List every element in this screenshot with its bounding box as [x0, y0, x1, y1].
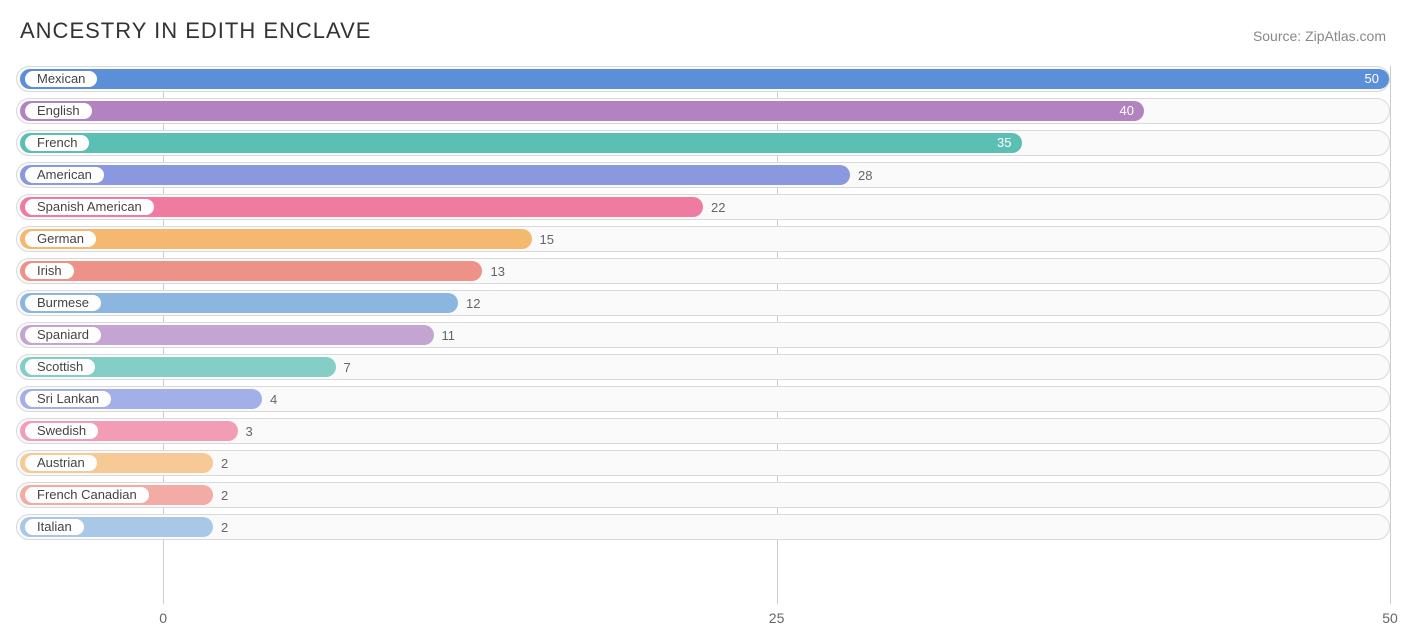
bar-row: German 15 — [16, 226, 1390, 252]
bar-fill: 40 — [20, 101, 1144, 121]
bar-track: French Canadian 2 — [16, 482, 1390, 508]
bar-value: 4 — [270, 387, 277, 413]
bar-row: Sri Lankan 4 — [16, 386, 1390, 412]
bar-value: 13 — [490, 259, 504, 285]
bar-label: Spaniard — [25, 327, 101, 343]
bar-value: 40 — [1120, 101, 1134, 121]
bar-track: 35 French — [16, 130, 1390, 156]
bar-value: 7 — [344, 355, 351, 381]
bar-value: 22 — [711, 195, 725, 221]
bar-fill — [20, 261, 482, 281]
bar-fill — [20, 165, 850, 185]
bar-label: English — [25, 103, 92, 119]
bar-value: 2 — [221, 515, 228, 541]
bar-label: Mexican — [25, 71, 97, 87]
bar-track: Italian 2 — [16, 514, 1390, 540]
bar-track: 50 Mexican — [16, 66, 1390, 92]
bar-value: 12 — [466, 291, 480, 317]
bar-fill: 50 — [20, 69, 1389, 89]
bar-row: Scottish 7 — [16, 354, 1390, 380]
bar-row: 35 French — [16, 130, 1390, 156]
bar-value: 2 — [221, 451, 228, 477]
chart-title: ANCESTRY IN EDITH ENCLAVE — [20, 18, 371, 44]
bar-value: 50 — [1365, 69, 1379, 89]
bar-row: Burmese 12 — [16, 290, 1390, 316]
bar-label: French Canadian — [25, 487, 149, 503]
bar-row: Spaniard 11 — [16, 322, 1390, 348]
bar-value: 3 — [246, 419, 253, 445]
bar-track: Burmese 12 — [16, 290, 1390, 316]
bar-row: 50 Mexican — [16, 66, 1390, 92]
axis-tick: 0 — [159, 610, 167, 626]
bar-track: Swedish 3 — [16, 418, 1390, 444]
bar-value: 11 — [442, 323, 456, 349]
bar-row: Austrian 2 — [16, 450, 1390, 476]
bar-value: 2 — [221, 483, 228, 509]
bar-label: Austrian — [25, 455, 97, 471]
bar-track: 40 English — [16, 98, 1390, 124]
bar-value: 35 — [997, 133, 1011, 153]
bar-track: Irish 13 — [16, 258, 1390, 284]
bar-value: 15 — [540, 227, 554, 253]
bar-track: German 15 — [16, 226, 1390, 252]
bar-fill — [20, 229, 532, 249]
bar-label: Swedish — [25, 423, 98, 439]
bar-track: Austrian 2 — [16, 450, 1390, 476]
bar-track: Scottish 7 — [16, 354, 1390, 380]
bar-fill: 35 — [20, 133, 1022, 153]
bar-row: Italian 2 — [16, 514, 1390, 540]
bar-label: Italian — [25, 519, 84, 535]
bar-label: Irish — [25, 263, 74, 279]
bar-label: Spanish American — [25, 199, 154, 215]
bar-track: Spanish American 22 — [16, 194, 1390, 220]
bar-label: Sri Lankan — [25, 391, 111, 407]
bar-row: 40 English — [16, 98, 1390, 124]
bar-row: Spanish American 22 — [16, 194, 1390, 220]
bar-row: Swedish 3 — [16, 418, 1390, 444]
bar-row: Irish 13 — [16, 258, 1390, 284]
axis-tick: 25 — [769, 610, 785, 626]
bar-row: French Canadian 2 — [16, 482, 1390, 508]
bar-label: German — [25, 231, 96, 247]
bar-track: Spaniard 11 — [16, 322, 1390, 348]
bar-label: Burmese — [25, 295, 101, 311]
bar-label: French — [25, 135, 89, 151]
bar-track: American 28 — [16, 162, 1390, 188]
x-axis: 02550 — [16, 610, 1390, 630]
ancestry-chart: ANCESTRY IN EDITH ENCLAVE Source: ZipAtl… — [0, 0, 1406, 644]
gridline — [1390, 66, 1391, 604]
axis-tick: 50 — [1382, 610, 1398, 626]
bar-label: American — [25, 167, 104, 183]
bar-value: 28 — [858, 163, 872, 189]
bar-row: American 28 — [16, 162, 1390, 188]
chart-source: Source: ZipAtlas.com — [1253, 28, 1386, 44]
plot-area: 50 Mexican 40 English 35 French American 28 Span… — [16, 66, 1390, 604]
bar-label: Scottish — [25, 359, 95, 375]
bar-track: Sri Lankan 4 — [16, 386, 1390, 412]
